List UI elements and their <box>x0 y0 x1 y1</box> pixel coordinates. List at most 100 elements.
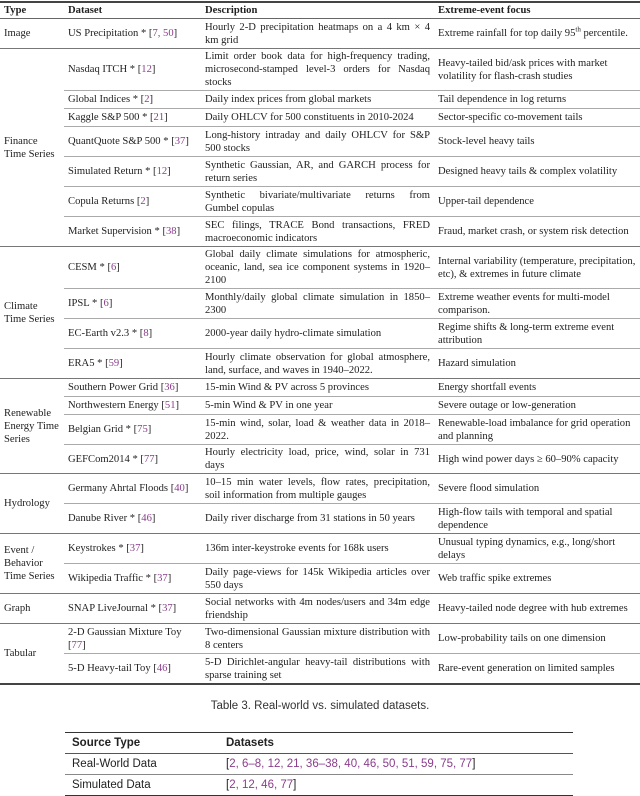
dataset-cell: Copula Returns [2] <box>64 186 201 217</box>
citation-links[interactable]: 7, 50 <box>152 28 174 39</box>
dataset-cell: Northwestern Energy [51] <box>64 396 201 415</box>
focus-text: Renewable-load imbalance for grid operat… <box>438 417 631 442</box>
citation-links[interactable]: 37 <box>157 573 168 584</box>
focus-cell: Upper-tail dependence <box>434 186 640 217</box>
source-type-cell: Simulated Data <box>65 774 219 796</box>
table-row: Copula Returns [2] Synthetic bivariate/mu… <box>0 186 640 217</box>
table-row: Graph SNAP LiveJournal * [37] Social netwo… <box>0 593 640 624</box>
dataset-name: EC-Earth v2.3 <box>68 328 130 339</box>
citation-links[interactable]: 21 <box>153 112 165 123</box>
description-cell: Hourly electricity load, price, wind, so… <box>201 444 434 474</box>
dataset-name: Nasdaq ITCH <box>68 64 128 75</box>
citation-links[interactable]: 75 <box>137 424 148 435</box>
description-cell: Daily OHLCV for 500 constituents in 2010… <box>201 108 434 127</box>
header-row: Source Type Datasets <box>65 732 573 754</box>
citation-links[interactable]: 77 <box>71 639 83 651</box>
dataset-name: Copula Returns <box>68 196 135 207</box>
focus-cell: Low-probability tails on one dimension <box>434 623 640 654</box>
focus-text: Internal variability (temperature, preci… <box>438 255 636 280</box>
dataset-cell: Simulated Return * [12] <box>64 156 201 187</box>
description-cell: Synthetic Gaussian, AR, and GARCH proces… <box>201 156 434 187</box>
citation-links[interactable]: 37 <box>174 136 186 147</box>
focus-cell: Energy shortfall events <box>434 378 640 397</box>
citation-links[interactable]: 51 <box>164 400 176 411</box>
type-cell: Event / Behavior Time Series <box>0 533 64 594</box>
table-row: Hydrology Germany Ahrtal Floods [40] 10–15… <box>0 473 640 534</box>
citation-links[interactable]: 59 <box>108 358 120 369</box>
superscript: th <box>575 25 581 34</box>
dataset-cell: Belgian Grid * [75] <box>64 414 201 445</box>
header-focus: Extreme-event focus <box>434 2 640 19</box>
description-cell: Limit order book data for high-frequency… <box>201 48 434 91</box>
focus-cell: Heavy-tailed node degree with hub extrem… <box>434 593 640 624</box>
focus-text: Sector-specific co-movement tails <box>438 112 583 123</box>
citation-links[interactable]: 40 <box>174 483 185 494</box>
table-row: Wikipedia Traffic * [37] Daily page-views… <box>0 563 640 594</box>
dataset-name: Belgian Grid <box>68 424 124 435</box>
focus-text: Extreme rainfall for top daily 95 <box>438 28 576 39</box>
citation-links[interactable]: 36 <box>164 382 175 393</box>
citation-links[interactable]: 6 <box>103 298 109 309</box>
focus-text: Energy shortfall events <box>438 382 537 393</box>
description-cell: Social networks with 4m nodes/users and … <box>201 593 434 624</box>
focus-text: Heavy-tailed node degree with hub extrem… <box>438 603 628 614</box>
dataset-name: QuantQuote S&P 500 <box>68 136 161 147</box>
focus-text: Fraud, market crash, or system risk dete… <box>438 226 629 237</box>
citation-links[interactable]: 12 <box>156 166 168 177</box>
description-cell: 2000-year daily hydro-climate simulation <box>201 318 434 349</box>
citation-links[interactable]: 2, 6–8, 12, 21, 36–38, 40, 46, 50, 51, 5… <box>229 758 473 770</box>
citation-links[interactable]: 37 <box>162 603 173 614</box>
datasets-cell: [2, 12, 46, 77] <box>219 774 573 796</box>
focus-cell: Unusual typing dynamics, e.g., long/shor… <box>434 533 640 564</box>
focus-cell: Severe flood simulation <box>434 473 640 504</box>
citation-links[interactable]: 8 <box>143 328 149 339</box>
table-row: ERA5 * [59] Hourly climate observation fo… <box>0 348 640 379</box>
table-row: Belgian Grid * [75] 15-min wind, solar, l… <box>0 414 640 445</box>
focus-cell: Web traffic spike extremes <box>434 563 640 594</box>
focus-text: Web traffic spike extremes <box>438 573 552 584</box>
focus-text: Severe outage or low-generation <box>438 400 576 411</box>
citation-links[interactable]: 2 <box>144 94 150 105</box>
dataset-name: US Precipitation <box>68 28 139 39</box>
description-cell: Hourly 2-D precipitation heatmaps on a 4… <box>201 18 434 49</box>
focus-text: Hazard simulation <box>438 358 516 369</box>
dataset-cell: Nasdaq ITCH * [12] <box>64 48 201 91</box>
citation-links[interactable]: 46 <box>156 663 168 674</box>
citation-links[interactable]: 12 <box>141 64 152 75</box>
citation-links[interactable]: 2, 12, 46, 77 <box>229 779 294 791</box>
citation-links[interactable]: 37 <box>129 543 141 554</box>
table-row: Danube River * [46] Daily river discharge… <box>0 503 640 534</box>
dataset-cell: QuantQuote S&P 500 * [37] <box>64 126 201 157</box>
focus-cell: Stock-level heavy tails <box>434 126 640 157</box>
dataset-cell: SNAP LiveJournal * [37] <box>64 593 201 624</box>
focus-cell: Severe outage or low-generation <box>434 396 640 415</box>
citation-links[interactable]: 46 <box>141 513 152 524</box>
table-row: Climate Time Series CESM * [6] Global dail… <box>0 246 640 379</box>
focus-cell: Sector-specific co-movement tails <box>434 108 640 127</box>
dataset-name: Wikipedia Traffic <box>68 573 143 584</box>
focus-text: Regime shifts & long-term extreme event … <box>438 321 615 346</box>
dataset-cell: Keystrokes * [37] <box>64 533 201 564</box>
table-row: Northwestern Energy [51] 5-min Wind & PV … <box>0 396 640 415</box>
focus-text: Rare-event generation on limited samples <box>438 663 615 674</box>
table-row: Event / Behavior Time Series Keystrokes *… <box>0 533 640 594</box>
citation-links[interactable]: 38 <box>165 226 177 237</box>
dataset-name: 2-D Gaussian Mixture Toy <box>68 626 182 638</box>
focus-cell: High-flow tails with temporal and spatia… <box>434 503 640 534</box>
table-row: Renewable Energy Time Series Southern Pow… <box>0 378 640 474</box>
citation-links[interactable]: 2 <box>140 196 146 207</box>
focus-cell: Renewable-load imbalance for grid operat… <box>434 414 640 445</box>
focus-cell: Designed heavy tails & complex volatilit… <box>434 156 640 187</box>
description-cell: 5-min Wind & PV in one year <box>201 396 434 415</box>
description-cell: Global daily climate simulations for atm… <box>201 246 434 289</box>
dataset-name: Keystrokes <box>68 543 116 554</box>
description-cell: Long-history intraday and daily OHLCV fo… <box>201 126 434 157</box>
header-description: Description <box>201 2 434 19</box>
citation-links[interactable]: 6 <box>110 262 117 273</box>
citation-links[interactable]: 77 <box>143 453 155 465</box>
dataset-cell: IPSL * [6] <box>64 288 201 319</box>
datasets-cell: [2, 6–8, 12, 21, 36–38, 40, 46, 50, 51, … <box>219 753 573 775</box>
focus-text: High wind power days ≥ 60–90% capacity <box>438 453 619 465</box>
dataset-cell: CESM * [6] <box>64 246 201 289</box>
table-row: 5-D Heavy-tail Toy [46] 5-D Dirichlet-ang… <box>0 653 640 684</box>
